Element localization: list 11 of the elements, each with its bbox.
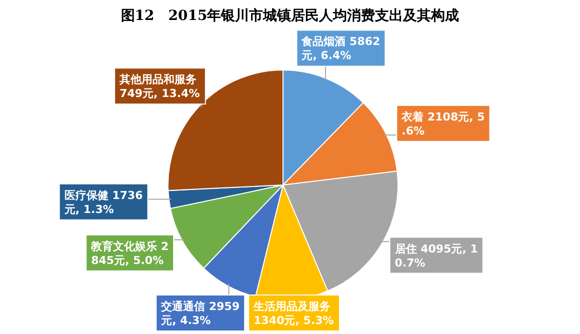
slice-label: 衣着 2108元, 5.6% (400, 110, 485, 138)
slice-label: 居住 4095元, 10.7% (394, 242, 478, 270)
slice-label: 教育文化娱乐 2845元, 5.0% (90, 240, 169, 267)
chart-title: 图12 2015年银川市城镇居民人均消费支出及其构成 (120, 7, 460, 24)
slice-label: 交通通信 2959元, 4.3% (160, 300, 240, 327)
data-label: 1340元, 5.3% (254, 314, 334, 327)
slice-label: 医疗保健 1736元, 1.3% (63, 188, 144, 216)
slice-label: 食品烟酒 5862元, 6.4% (300, 35, 380, 62)
slice-label: 生活用品及服务 (252, 300, 334, 313)
slice-label: 其他用品和服务 (118, 73, 200, 86)
data-label: 749元, 13.4% (120, 87, 200, 100)
